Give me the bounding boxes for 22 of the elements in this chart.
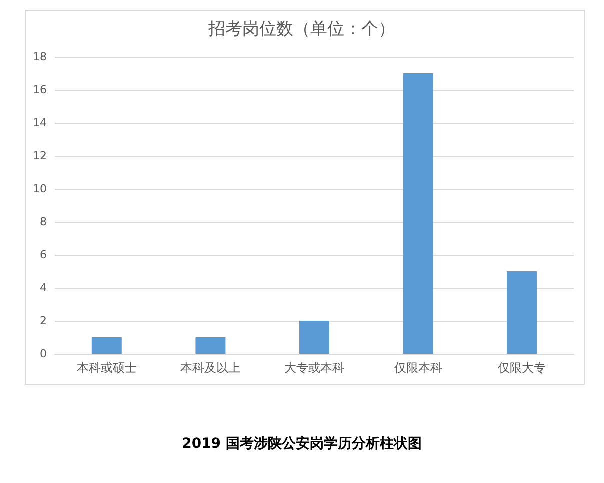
y-tick-label: 16 — [33, 84, 47, 96]
y-tick-label: 6 — [40, 248, 47, 262]
y-tick-label: 4 — [40, 282, 47, 294]
bar — [92, 338, 122, 354]
y-tick-label: 8 — [40, 216, 47, 228]
x-tick-label: 本科或硕士 — [76, 361, 137, 375]
bar — [196, 338, 226, 354]
bar — [507, 272, 538, 354]
bar — [403, 74, 434, 354]
y-tick-label: 2 — [40, 314, 47, 328]
y-tick-label: 18 — [33, 50, 47, 64]
y-tick-label: 12 — [33, 150, 47, 162]
x-tick-label: 大专或本科 — [284, 361, 344, 375]
x-tick-label: 仅限本科 — [394, 361, 442, 375]
text: 2019 国考涉陕公安岗学历分析柱状图 — [182, 435, 422, 452]
y-tick-label: 10 — [33, 182, 47, 196]
y-tick-label: 14 — [33, 116, 47, 130]
x-tick-label: 仅限大专 — [498, 361, 546, 375]
chart-title: 招考岗位数（单位：个） — [208, 20, 396, 40]
x-tick-label: 本科及以上 — [180, 361, 241, 375]
y-tick-label: 0 — [40, 348, 47, 360]
bar — [300, 321, 330, 354]
